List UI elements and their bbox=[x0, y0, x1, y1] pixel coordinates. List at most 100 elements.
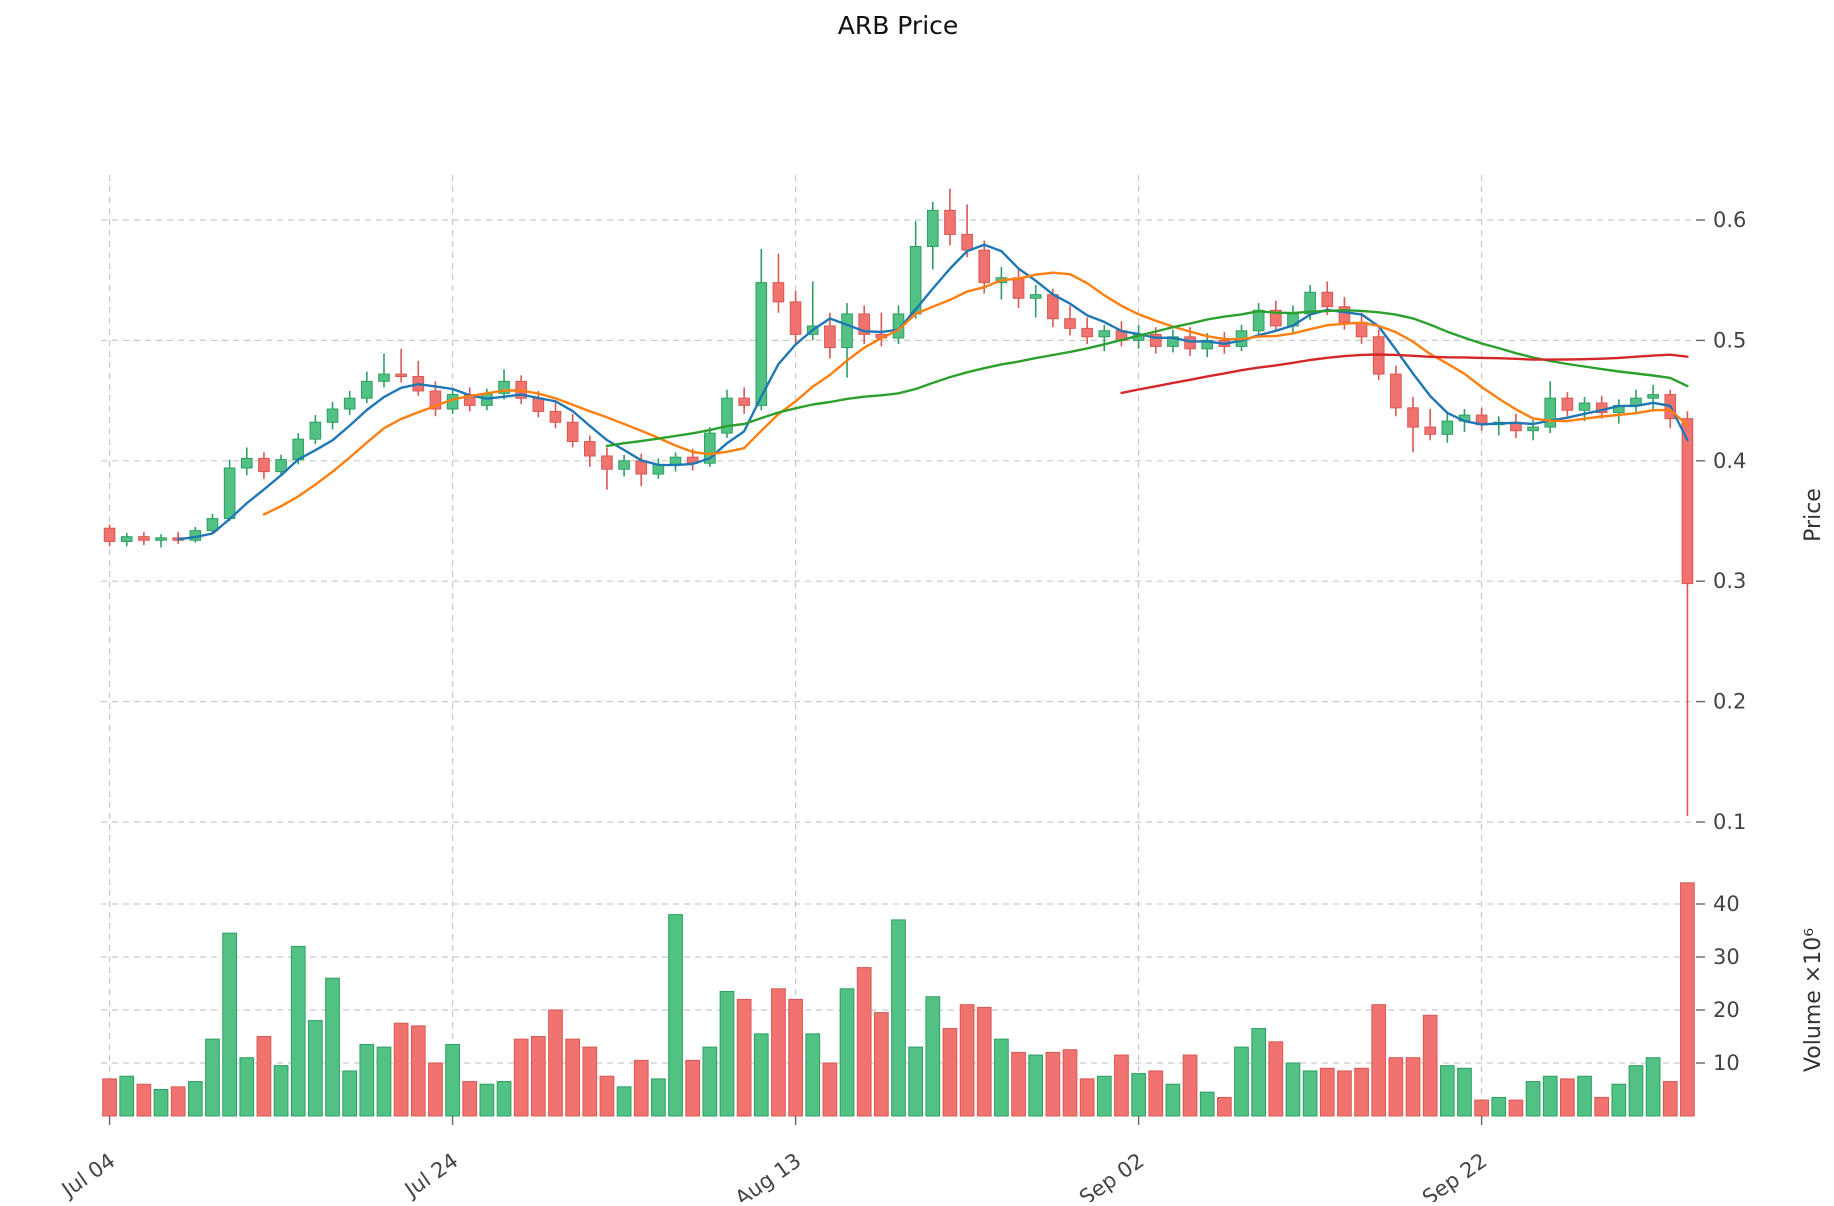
volume-bar bbox=[222, 932, 237, 1117]
candle-body bbox=[926, 209, 939, 247]
candle-body bbox=[1561, 397, 1574, 411]
volume-bar bbox=[290, 945, 306, 1117]
volume-bar bbox=[839, 988, 855, 1117]
volume-bar bbox=[753, 1033, 769, 1117]
volume-tick-label: 10 bbox=[1713, 1051, 1740, 1075]
volume-bar bbox=[1165, 1083, 1181, 1117]
volume-bar bbox=[170, 1086, 186, 1117]
volume-bar bbox=[205, 1038, 220, 1117]
candle-body bbox=[532, 397, 545, 412]
volume-bar bbox=[1645, 1057, 1661, 1117]
candle-body bbox=[1184, 336, 1196, 350]
volume-bar bbox=[308, 1020, 323, 1117]
volume-bar bbox=[239, 1057, 255, 1117]
price-axis-label: Price bbox=[1801, 488, 1826, 542]
candle-body bbox=[309, 421, 322, 440]
date-tick-label: Sep 02 bbox=[1075, 1148, 1149, 1202]
candle-body bbox=[1390, 373, 1402, 409]
candle-body bbox=[583, 441, 596, 457]
volume-bar bbox=[273, 1065, 289, 1117]
candle-body bbox=[120, 536, 133, 542]
volume-bar bbox=[1096, 1075, 1112, 1117]
volume-bar bbox=[548, 1009, 563, 1117]
candle-body bbox=[138, 536, 150, 541]
candle-body bbox=[944, 209, 956, 235]
volume-bar bbox=[102, 1078, 117, 1117]
volume-bar bbox=[136, 1083, 152, 1117]
ma-line-60 bbox=[1120, 353, 1689, 395]
date-tick-label: Jul 24 bbox=[399, 1148, 463, 1202]
volume-bar bbox=[582, 1046, 598, 1117]
volume-bar bbox=[1285, 1062, 1301, 1117]
volume-bar bbox=[1251, 1028, 1267, 1117]
candle-body bbox=[343, 397, 356, 410]
candle-body bbox=[206, 518, 219, 532]
moving-average-lines bbox=[176, 243, 1689, 541]
volume-bar bbox=[805, 1033, 821, 1117]
candle-body bbox=[789, 301, 802, 335]
candle-body bbox=[566, 421, 579, 443]
candle-body bbox=[635, 460, 648, 475]
candle-body bbox=[1441, 420, 1454, 435]
candle-body bbox=[1081, 327, 1093, 338]
candle-body bbox=[258, 457, 270, 473]
volume-tick-label: 20 bbox=[1713, 998, 1740, 1022]
volume-bar bbox=[976, 1006, 992, 1117]
volume-bar bbox=[1525, 1081, 1541, 1117]
price-tick-label: 0.1 bbox=[1713, 810, 1746, 834]
volume-bar bbox=[925, 996, 941, 1117]
volume-bar bbox=[616, 1086, 632, 1117]
volume-bar bbox=[633, 1059, 649, 1117]
ma-line-10 bbox=[262, 271, 1689, 516]
candle-body bbox=[1424, 426, 1436, 435]
candle-body bbox=[961, 233, 973, 251]
volume-bar bbox=[187, 1081, 203, 1117]
volume-tick-label: 30 bbox=[1713, 945, 1740, 969]
volume-bar bbox=[856, 967, 872, 1117]
volume-bar bbox=[1577, 1075, 1592, 1117]
volume-bar bbox=[1045, 1051, 1061, 1117]
volume-bar bbox=[1302, 1070, 1318, 1117]
candle-body bbox=[721, 397, 733, 434]
candle-body bbox=[1544, 397, 1557, 428]
volume-bar bbox=[325, 977, 340, 1117]
volume-bar bbox=[1028, 1054, 1044, 1117]
ma-line-5 bbox=[176, 243, 1689, 541]
candle-body bbox=[1681, 418, 1694, 585]
volume-bar bbox=[119, 1075, 135, 1117]
price-tick-label: 0.5 bbox=[1713, 328, 1746, 352]
candle-body bbox=[1012, 277, 1025, 299]
volume-bar bbox=[530, 1036, 546, 1117]
candle-body bbox=[858, 313, 871, 335]
volume-bar bbox=[719, 990, 735, 1117]
candle-body bbox=[841, 313, 853, 349]
volume-bar bbox=[599, 1075, 615, 1117]
candle-body bbox=[549, 410, 562, 423]
volume-bar bbox=[1457, 1067, 1472, 1117]
volume-bar bbox=[1491, 1096, 1507, 1117]
volume-tick-label: 40 bbox=[1713, 892, 1740, 916]
price-tick-label: 0.3 bbox=[1713, 569, 1746, 593]
volume-bar bbox=[788, 998, 803, 1117]
candle-body bbox=[155, 537, 167, 541]
volume-bar bbox=[1474, 1099, 1489, 1117]
volume-bar bbox=[153, 1089, 169, 1117]
candle-body bbox=[1578, 402, 1591, 411]
volume-bar bbox=[1439, 1065, 1455, 1117]
candle-body bbox=[361, 380, 373, 399]
volume-bar bbox=[393, 1022, 409, 1117]
volume-bar bbox=[1337, 1070, 1352, 1117]
candle-body bbox=[601, 455, 613, 470]
candlesticks bbox=[103, 188, 1694, 816]
volume-bar bbox=[1182, 1054, 1198, 1117]
candle-body bbox=[223, 467, 236, 520]
volume-axis-label: Volume ×10⁶ bbox=[1801, 928, 1826, 1072]
candle-body bbox=[429, 390, 442, 410]
candle-body bbox=[1527, 426, 1539, 432]
volume-bar bbox=[1388, 1057, 1404, 1117]
volume-bar bbox=[771, 988, 786, 1117]
date-tick-label: Aug 13 bbox=[731, 1148, 806, 1202]
candle-body bbox=[738, 397, 750, 406]
volume-bar bbox=[1079, 1078, 1095, 1117]
